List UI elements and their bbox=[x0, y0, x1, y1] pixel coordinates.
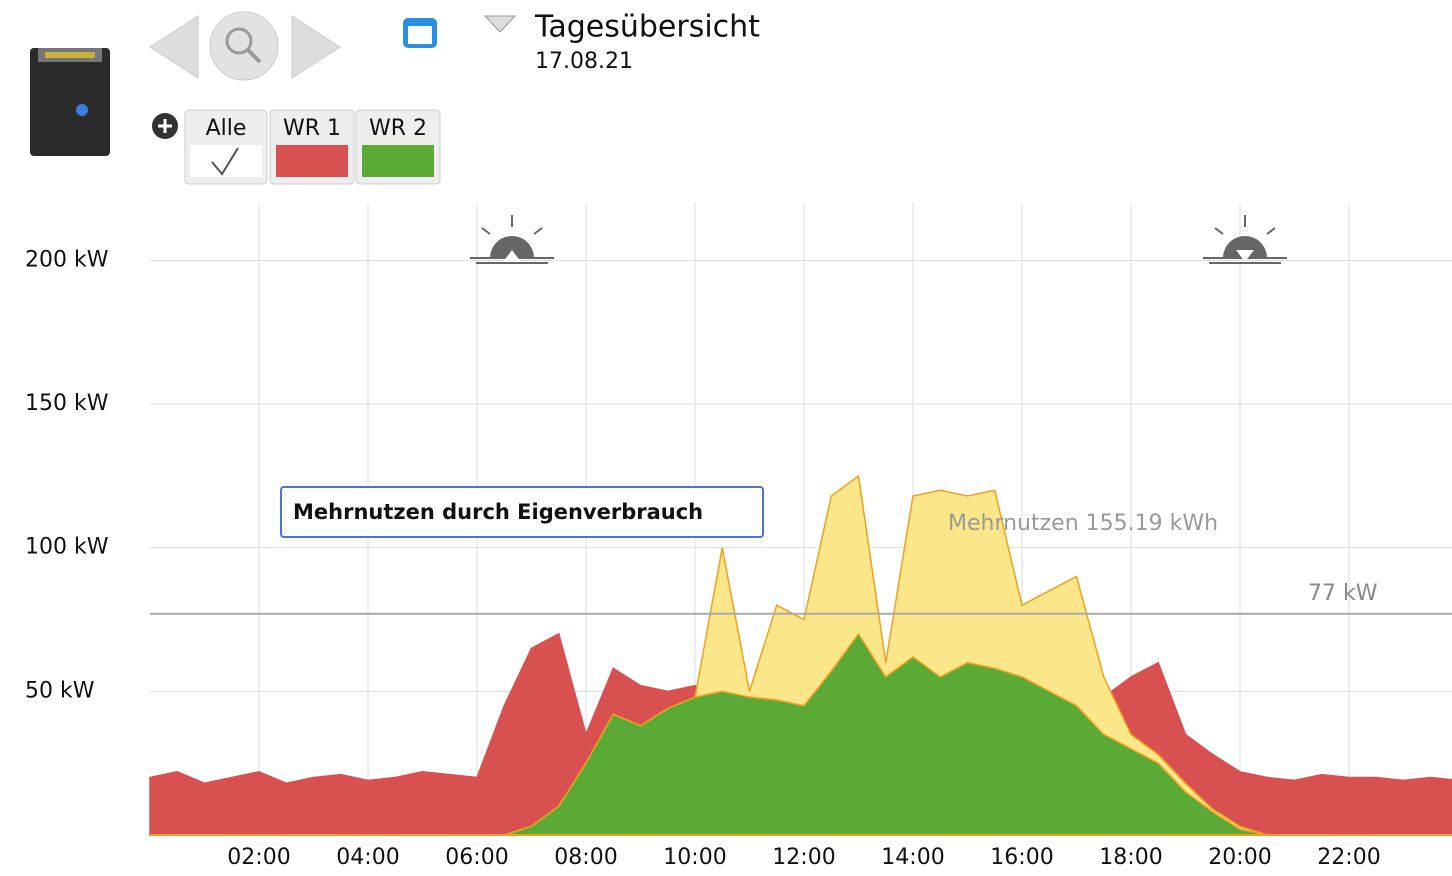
next-button[interactable] bbox=[291, 15, 341, 79]
legend: WR 1 WR 2 bbox=[269, 109, 441, 185]
prev-button[interactable] bbox=[149, 15, 199, 79]
date: 17.08.21 bbox=[535, 49, 633, 74]
legend-swatch bbox=[362, 145, 434, 177]
reference-label: 77 kW bbox=[1308, 581, 1378, 606]
calendar-button[interactable] bbox=[403, 18, 437, 48]
dropdown-toggle[interactable] bbox=[483, 15, 517, 33]
search-icon bbox=[225, 27, 253, 55]
x-tick-label: 04:00 bbox=[336, 845, 399, 870]
plot: 50 kW 100 kW 150 kW 200 kW 02:00 04:00 06:00 08… bbox=[25, 203, 1452, 870]
sun-icon bbox=[490, 236, 534, 258]
x-tick-label: 06:00 bbox=[445, 845, 508, 870]
x-tick-label: 16:00 bbox=[990, 845, 1053, 870]
legend-label: WR 1 bbox=[283, 116, 341, 141]
x-tick-label: 18:00 bbox=[1099, 845, 1162, 870]
legend-button[interactable]: WR 2 bbox=[355, 109, 441, 185]
x-tick-label: 20:00 bbox=[1208, 845, 1271, 870]
y-tick-label: 50 kW bbox=[25, 678, 95, 703]
annotation-box bbox=[280, 486, 764, 538]
x-tick-label: 02:00 bbox=[227, 845, 290, 870]
sun-arrow bbox=[1236, 250, 1254, 262]
annotation-box-text: Mehrnutzen durch Eigenverbrauch bbox=[293, 500, 703, 524]
x-tick-label: 14:00 bbox=[881, 845, 944, 870]
x-tick-label: 08:00 bbox=[554, 845, 617, 870]
search-icon bbox=[246, 48, 262, 64]
page-title: Tagesübersicht bbox=[534, 10, 760, 45]
y-tick-label: 150 kW bbox=[25, 391, 109, 416]
legend-label: WR 2 bbox=[369, 116, 427, 141]
legend-button[interactable]: WR 1 bbox=[269, 109, 355, 185]
sun-icon bbox=[1223, 236, 1267, 258]
annotation: Mehrnutzen 155.19 kWh bbox=[948, 511, 1218, 536]
all-button-label: Alle bbox=[206, 116, 247, 141]
sun-arrow bbox=[503, 250, 521, 262]
all-button[interactable] bbox=[184, 109, 268, 185]
y-tick-label: 200 kW bbox=[25, 247, 109, 272]
legend-swatch bbox=[276, 145, 348, 177]
add-icon bbox=[158, 119, 172, 133]
x-tick-label: 10:00 bbox=[663, 845, 726, 870]
device-icon bbox=[30, 48, 110, 156]
x-tick-label: 12:00 bbox=[772, 845, 835, 870]
x-tick-label: 22:00 bbox=[1317, 845, 1380, 870]
search-button[interactable] bbox=[209, 11, 279, 81]
y-tick-label: 100 kW bbox=[25, 535, 109, 560]
